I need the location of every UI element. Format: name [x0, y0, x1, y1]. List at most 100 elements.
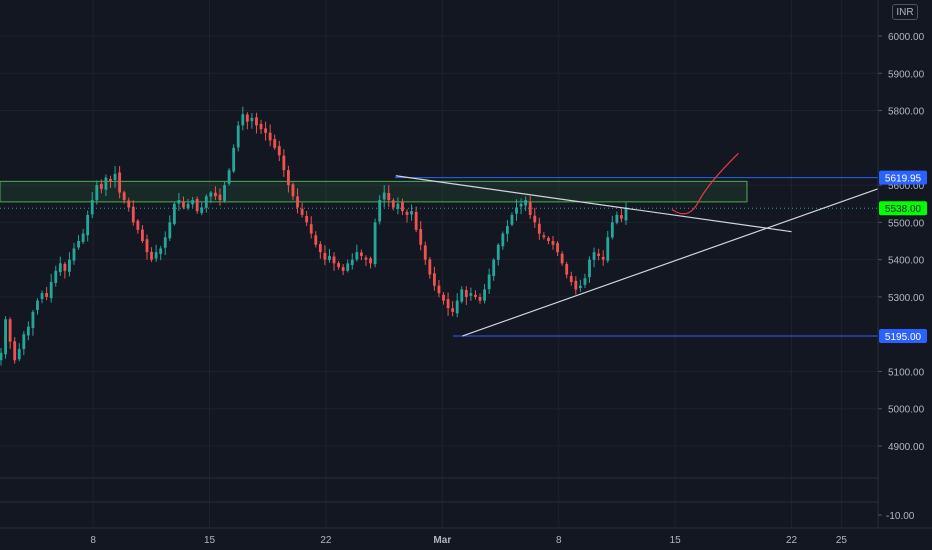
- trendline: [462, 188, 879, 337]
- trendline: [395, 175, 792, 233]
- y-tick-label: 4900.00: [888, 442, 925, 453]
- candle-body: [113, 173, 117, 181]
- candle-body: [95, 185, 99, 201]
- candle-body: [332, 256, 336, 264]
- candle-body: [578, 285, 582, 288]
- candle-body: [469, 293, 473, 296]
- candle-body: [547, 237, 550, 241]
- candle-body: [410, 211, 413, 215]
- candle-body: [13, 341, 17, 361]
- candle-body: [309, 224, 313, 234]
- supply-zone: [0, 180, 748, 203]
- candle-body: [127, 200, 131, 208]
- candle-body: [337, 263, 341, 268]
- price-tag-bg: [879, 329, 927, 344]
- candle-body: [364, 257, 368, 260]
- candle-body: [560, 253, 564, 264]
- candle-body: [419, 229, 423, 245]
- candle-body: [588, 259, 591, 278]
- candle-body: [460, 289, 464, 302]
- volume-tick-label: -10.00: [886, 511, 915, 522]
- y-tick-label: 5600.00: [888, 181, 925, 192]
- candle-body: [537, 223, 541, 234]
- candle-body: [437, 285, 441, 294]
- candle-body: [264, 128, 268, 133]
- candle-body: [455, 300, 459, 314]
- candle-body: [451, 308, 455, 312]
- price-tag-label: 5195.00: [885, 332, 922, 343]
- y-tick-label: 5500.00: [888, 218, 925, 229]
- candle-body: [99, 183, 103, 189]
- candle-body: [624, 207, 628, 221]
- candle-body: [4, 319, 7, 355]
- candle-body: [515, 207, 518, 214]
- price-tag-bg: [879, 170, 927, 185]
- candle-body: [401, 201, 404, 212]
- candle-body: [259, 124, 263, 130]
- candle-body: [519, 203, 523, 207]
- candle-body: [359, 252, 363, 256]
- candle-body: [300, 208, 304, 215]
- candle-body: [118, 172, 122, 193]
- candle-body: [282, 155, 286, 171]
- candle-body: [328, 255, 331, 261]
- zone-rect: [0, 180, 748, 203]
- candle-body: [81, 233, 85, 243]
- candle-body: [432, 273, 436, 286]
- candle-body: [109, 179, 112, 182]
- candle-body: [524, 200, 528, 206]
- candle-body: [182, 201, 185, 208]
- candle-body: [177, 200, 181, 204]
- candle-body: [597, 253, 601, 256]
- candle-body: [442, 294, 445, 301]
- candle-body: [542, 235, 546, 238]
- candle-body: [63, 263, 67, 271]
- candle-body: [214, 192, 217, 197]
- candle-body: [154, 252, 158, 259]
- candle-body: [369, 258, 372, 264]
- candle-body: [8, 319, 12, 342]
- currency-button[interactable]: INR: [892, 4, 918, 20]
- candle-body: [273, 139, 277, 148]
- candle-body: [168, 222, 172, 239]
- candle-body: [36, 300, 39, 311]
- grid-lines: [0, 0, 878, 528]
- candle-body: [423, 245, 427, 260]
- candle-body: [314, 235, 318, 245]
- candle-body: [141, 229, 144, 241]
- candle-body: [464, 290, 468, 297]
- candle-body: [391, 200, 395, 208]
- candle-body: [574, 280, 578, 290]
- candle-body: [601, 256, 605, 260]
- candle-body: [428, 259, 432, 275]
- candle-body: [533, 215, 537, 223]
- candle-body: [620, 215, 623, 219]
- price-tag: 5538.00: [879, 201, 927, 216]
- candle-body: [318, 244, 322, 253]
- candle-body: [556, 243, 559, 253]
- price-tag-label: 5619.95: [885, 174, 922, 185]
- candle-body: [241, 114, 245, 126]
- candle-body: [163, 237, 167, 248]
- candle-body: [528, 201, 532, 215]
- candle-body: [341, 267, 345, 271]
- candle-body: [122, 192, 126, 200]
- price-tag: 5619.95: [879, 170, 927, 185]
- candle-body: [58, 263, 62, 273]
- candle-body: [22, 334, 26, 350]
- candle-body: [172, 203, 176, 225]
- candle-body: [40, 293, 44, 299]
- candle-body: [378, 200, 382, 222]
- candle-body: [478, 296, 482, 301]
- x-tick-label: 22: [786, 535, 798, 546]
- projection-path: [671, 152, 739, 215]
- candle-body: [501, 233, 505, 247]
- candle-body: [373, 222, 377, 265]
- candle-body: [387, 192, 391, 200]
- candle-body: [200, 207, 204, 214]
- candle-body: [72, 248, 76, 261]
- candle-body: [510, 214, 514, 225]
- x-tick-label: 22: [320, 535, 332, 546]
- candle-body: [209, 192, 213, 197]
